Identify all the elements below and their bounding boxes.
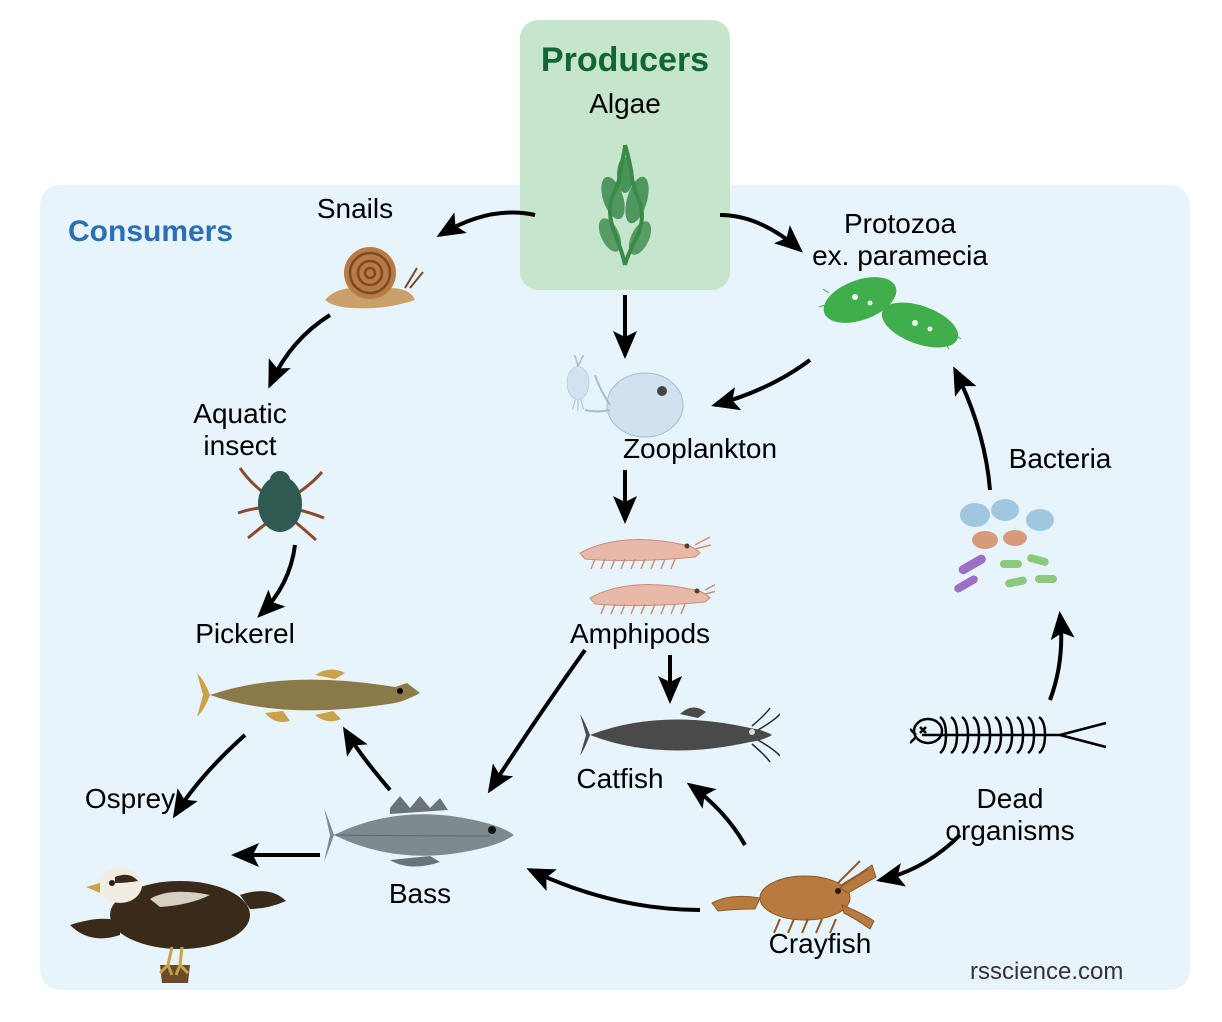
label-pickerel: Pickerel	[95, 618, 395, 650]
bass-icon	[320, 790, 520, 880]
watermark: rsscience.com	[970, 958, 1123, 986]
label-osprey: Osprey	[0, 783, 280, 815]
label-bass: Bass	[270, 878, 570, 910]
label-dead-organisms: Dead organisms	[860, 783, 1160, 847]
snail-icon	[315, 238, 425, 313]
label-bacteria: Bacteria	[910, 443, 1210, 475]
zooplankton-icon	[550, 355, 700, 455]
label-amphipods: Amphipods	[490, 618, 790, 650]
algae-icon	[580, 140, 670, 270]
label-snails: Snails	[205, 193, 505, 225]
crayfish-icon	[700, 843, 880, 938]
dead-organisms-icon	[910, 703, 1110, 768]
pickerel-icon	[195, 663, 425, 728]
producers-title: Producers	[475, 41, 775, 80]
label-aquatic-insect: Aquatic insect	[90, 398, 390, 462]
protozoa-icon	[815, 265, 965, 355]
bacteria-icon	[945, 490, 1075, 600]
label-protozoa: Protozoa ex. paramecia	[750, 208, 1050, 272]
osprey-icon	[60, 835, 290, 985]
amphipods-icon	[565, 523, 715, 618]
aquatic-insect-icon	[230, 458, 330, 543]
catfish-icon	[580, 700, 780, 770]
label-algae: Algae	[475, 88, 775, 120]
